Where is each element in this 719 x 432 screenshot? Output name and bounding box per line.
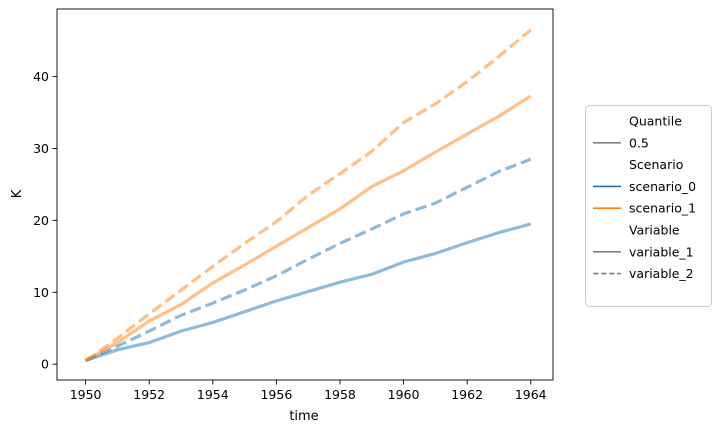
y-tick-label: 40 bbox=[33, 69, 49, 84]
y-tick-label: 10 bbox=[33, 285, 49, 300]
legend-entry-label: variable_1 bbox=[629, 244, 694, 259]
series-line-scenario_0-variable_1 bbox=[85, 222, 532, 363]
legend-section-title: Variable bbox=[629, 223, 680, 238]
y-axis-label: K bbox=[10, 189, 25, 198]
series-line-scenario_1-variable_2 bbox=[84, 28, 532, 362]
x-tick-label: 1960 bbox=[388, 387, 420, 402]
series-line-scenario_1-variable_1 bbox=[84, 94, 532, 362]
x-tick-label: 1956 bbox=[260, 387, 292, 402]
x-tick-label: 1950 bbox=[70, 387, 102, 402]
legend-entry-label: 0.5 bbox=[629, 135, 649, 150]
plot-frame bbox=[56, 8, 554, 381]
x-tick-label: 1962 bbox=[451, 387, 483, 402]
legend-section-title: Quantile bbox=[629, 114, 682, 129]
y-tick-label: 30 bbox=[33, 141, 49, 156]
plot-lines bbox=[84, 28, 532, 363]
x-axis-label: time bbox=[289, 409, 318, 424]
x-tick-label: 1964 bbox=[515, 387, 547, 402]
legend: Quantile 0.5 Scenario scenario_0 scenario_1 V… bbox=[585, 105, 712, 307]
x-tick-label: 1954 bbox=[197, 387, 229, 402]
legend-box bbox=[585, 105, 712, 307]
axes: 1950 1952 1954 1956 1958 1960 1962 1964 0 10 20 30 4… bbox=[33, 8, 554, 402]
legend-section-title: Scenario bbox=[629, 157, 683, 172]
legend-entry-label: variable_2 bbox=[629, 266, 694, 281]
legend-entry-label: scenario_0 bbox=[629, 179, 696, 194]
x-tick-label: 1958 bbox=[324, 387, 356, 402]
y-tick-label: 20 bbox=[33, 213, 49, 228]
x-tick-label: 1952 bbox=[133, 387, 165, 402]
legend-entry-label: scenario_1 bbox=[629, 201, 696, 216]
y-tick-label: 0 bbox=[41, 357, 49, 372]
series-line-scenario_0-variable_2 bbox=[84, 157, 532, 363]
